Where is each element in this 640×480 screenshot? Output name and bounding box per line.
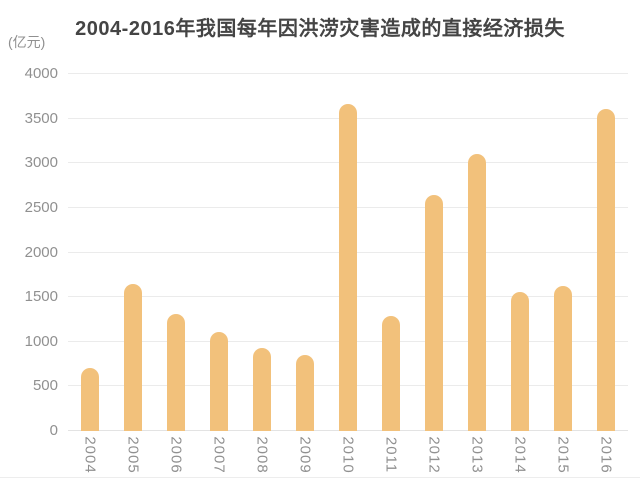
bar-column-2009 bbox=[283, 74, 326, 431]
x-tick-label-2009: 2009 bbox=[296, 436, 314, 474]
bottom-divider bbox=[0, 477, 640, 478]
y-tick-label-3000: 3000 bbox=[24, 154, 58, 172]
x-tick-label-2008: 2008 bbox=[253, 436, 271, 474]
x-tick-2005: 2005 bbox=[111, 432, 154, 478]
gridline-4000 bbox=[68, 73, 628, 74]
x-tick-label-2013: 2013 bbox=[468, 436, 486, 474]
x-tick-2013: 2013 bbox=[456, 432, 499, 478]
x-tick-2014: 2014 bbox=[499, 432, 542, 478]
bar-column-2006 bbox=[154, 74, 197, 431]
bar-column-2015 bbox=[542, 74, 585, 431]
bar-2005 bbox=[123, 283, 142, 431]
bar-column-2013 bbox=[456, 74, 499, 431]
bar-2012 bbox=[425, 195, 444, 431]
bar-2014 bbox=[511, 291, 530, 431]
y-axis: 4000 3500 3000 2500 2000 1500 1000 500 0 bbox=[0, 66, 58, 439]
bar-2006 bbox=[166, 314, 185, 431]
bar-2009 bbox=[295, 355, 314, 431]
bar-2015 bbox=[554, 285, 573, 431]
bar-column-2004 bbox=[68, 74, 111, 431]
bar-column-2011 bbox=[370, 74, 413, 431]
bar-2013 bbox=[468, 154, 487, 431]
x-tick-label-2011: 2011 bbox=[382, 436, 400, 474]
y-tick-label-0: 0 bbox=[49, 422, 58, 439]
bar-column-2010 bbox=[326, 74, 369, 431]
y-tick-label-500: 500 bbox=[32, 377, 58, 395]
x-tick-label-2005: 2005 bbox=[124, 436, 142, 474]
x-tick-label-2012: 2012 bbox=[425, 436, 443, 474]
x-tick-label-2014: 2014 bbox=[511, 436, 529, 474]
x-tick-2006: 2006 bbox=[154, 432, 197, 478]
x-tick-label-2004: 2004 bbox=[81, 436, 99, 474]
bar-column-2012 bbox=[413, 74, 456, 431]
bar-column-2008 bbox=[240, 74, 283, 431]
x-tick-label-2015: 2015 bbox=[554, 436, 572, 474]
x-tick-2010: 2010 bbox=[326, 432, 369, 478]
y-tick-label-1000: 1000 bbox=[24, 332, 58, 350]
y-tick-label-1500: 1500 bbox=[24, 288, 58, 306]
bars-area bbox=[68, 74, 628, 431]
x-tick-2007: 2007 bbox=[197, 432, 240, 478]
bar-column-2007 bbox=[197, 74, 240, 431]
y-tick-label-4000: 4000 bbox=[24, 65, 58, 82]
x-tick-label-2006: 2006 bbox=[167, 436, 185, 474]
bar-2010 bbox=[339, 104, 357, 431]
bar-column-2005 bbox=[111, 74, 154, 431]
y-tick-label-2000: 2000 bbox=[24, 243, 58, 261]
x-tick-label-2010: 2010 bbox=[339, 436, 357, 474]
bar-2016 bbox=[597, 108, 616, 431]
y-tick-label-3500: 3500 bbox=[24, 109, 58, 127]
y-axis-unit-label: (亿元) bbox=[8, 34, 46, 50]
bar-column-2014 bbox=[499, 74, 542, 431]
bar-2011 bbox=[382, 315, 401, 431]
x-tick-2011: 2011 bbox=[370, 432, 413, 478]
x-tick-2009: 2009 bbox=[283, 432, 326, 478]
x-tick-2016: 2016 bbox=[585, 432, 628, 478]
x-tick-label-2007: 2007 bbox=[210, 436, 228, 474]
x-tick-2004: 2004 bbox=[68, 432, 111, 478]
y-tick-label-2500: 2500 bbox=[24, 198, 58, 216]
bar-column-2016 bbox=[585, 74, 628, 431]
bar-2004 bbox=[80, 367, 99, 431]
chart-title: 2004-2016年我国每年因洪涝灾害造成的直接经济损失 bbox=[75, 18, 565, 40]
bar-2008 bbox=[252, 348, 271, 431]
x-tick-2008: 2008 bbox=[240, 432, 283, 478]
x-axis: 2004 2005 2006 2007 2008 2009 2010 2011 2012 2013… bbox=[68, 432, 628, 478]
bar-2007 bbox=[209, 331, 228, 431]
x-tick-2015: 2015 bbox=[542, 432, 585, 478]
x-tick-2012: 2012 bbox=[413, 432, 456, 478]
plot-area bbox=[68, 73, 628, 431]
x-tick-label-2016: 2016 bbox=[597, 436, 615, 474]
